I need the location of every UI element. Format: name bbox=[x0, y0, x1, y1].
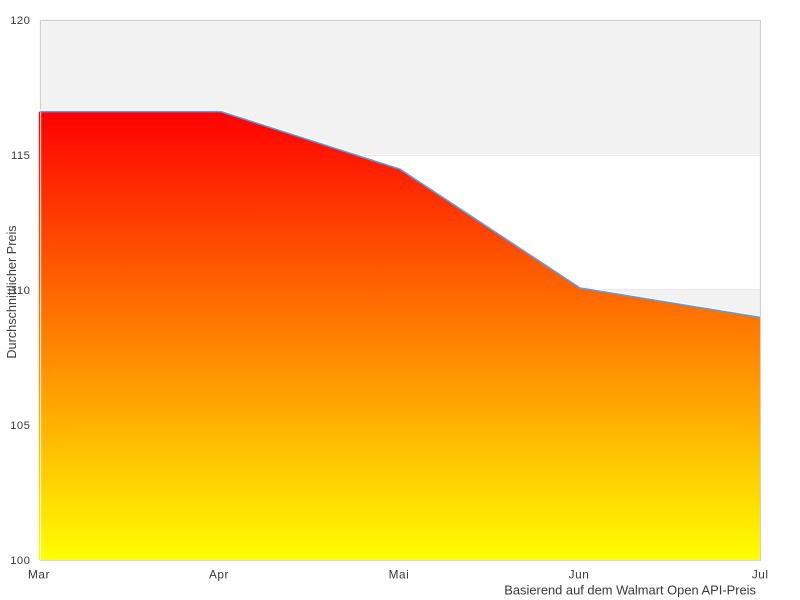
svg-text:100: 100 bbox=[10, 555, 30, 567]
svg-text:Durchschnittlicher Preis: Durchschnittlicher Preis bbox=[5, 225, 19, 358]
svg-text:110: 110 bbox=[11, 285, 30, 297]
svg-text:Basierend auf dem Walmart Open: Basierend auf dem Walmart Open API-Preis bbox=[504, 582, 756, 597]
svg-text:Jul: Jul bbox=[752, 567, 769, 581]
svg-text:Jun: Jun bbox=[569, 567, 590, 581]
svg-text:Mai: Mai bbox=[389, 567, 410, 581]
svg-text:120: 120 bbox=[10, 15, 30, 27]
svg-text:Mar: Mar bbox=[28, 567, 50, 581]
svg-text:105: 105 bbox=[10, 420, 30, 432]
svg-text:115: 115 bbox=[11, 150, 30, 162]
svg-text:Apr: Apr bbox=[209, 567, 229, 581]
